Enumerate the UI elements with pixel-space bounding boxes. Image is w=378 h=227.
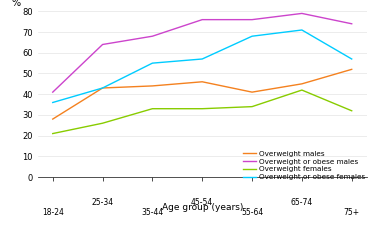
Text: 45-54: 45-54	[191, 198, 213, 207]
Overweight females	[300, 89, 304, 91]
Line: Overweight or obese females: Overweight or obese females	[53, 30, 352, 103]
Overweight females	[200, 107, 204, 110]
Text: 35-44: 35-44	[141, 208, 164, 217]
Overweight females	[150, 107, 155, 110]
Overweight or obese males	[349, 22, 354, 25]
Overweight or obese males	[300, 12, 304, 15]
Overweight or obese females	[349, 58, 354, 60]
Overweight females	[349, 109, 354, 112]
Overweight or obese females	[51, 101, 55, 104]
Line: Overweight females: Overweight females	[53, 90, 352, 133]
Overweight or obese females	[250, 35, 254, 37]
Overweight or obese males	[200, 18, 204, 21]
Text: 25-34: 25-34	[91, 198, 114, 207]
Overweight females	[100, 122, 105, 125]
Overweight or obese males	[51, 91, 55, 94]
Overweight females	[250, 105, 254, 108]
Overweight males	[250, 91, 254, 94]
Overweight males	[349, 68, 354, 71]
Overweight males	[51, 118, 55, 121]
Overweight or obese males	[100, 43, 105, 46]
Overweight males	[100, 87, 105, 89]
Overweight or obese females	[100, 87, 105, 89]
Line: Overweight or obese males: Overweight or obese males	[53, 13, 352, 92]
Text: %: %	[11, 0, 21, 8]
Overweight or obese females	[200, 58, 204, 60]
Overweight or obese males	[150, 35, 155, 37]
Overweight males	[300, 82, 304, 85]
Text: 18-24: 18-24	[42, 208, 64, 217]
Overweight or obese females	[150, 62, 155, 64]
Overweight females	[51, 132, 55, 135]
Text: 75+: 75+	[344, 208, 360, 217]
Overweight or obese males	[250, 18, 254, 21]
Legend: Overweight males, Overweight or obese males, Overweight females, Overweight or o: Overweight males, Overweight or obese ma…	[241, 149, 366, 182]
Overweight males	[200, 80, 204, 83]
Overweight males	[150, 85, 155, 87]
Text: 65-74: 65-74	[291, 198, 313, 207]
X-axis label: Age group (years): Age group (years)	[161, 203, 243, 212]
Text: 55-64: 55-64	[241, 208, 263, 217]
Overweight or obese females	[300, 29, 304, 31]
Line: Overweight males: Overweight males	[53, 69, 352, 119]
